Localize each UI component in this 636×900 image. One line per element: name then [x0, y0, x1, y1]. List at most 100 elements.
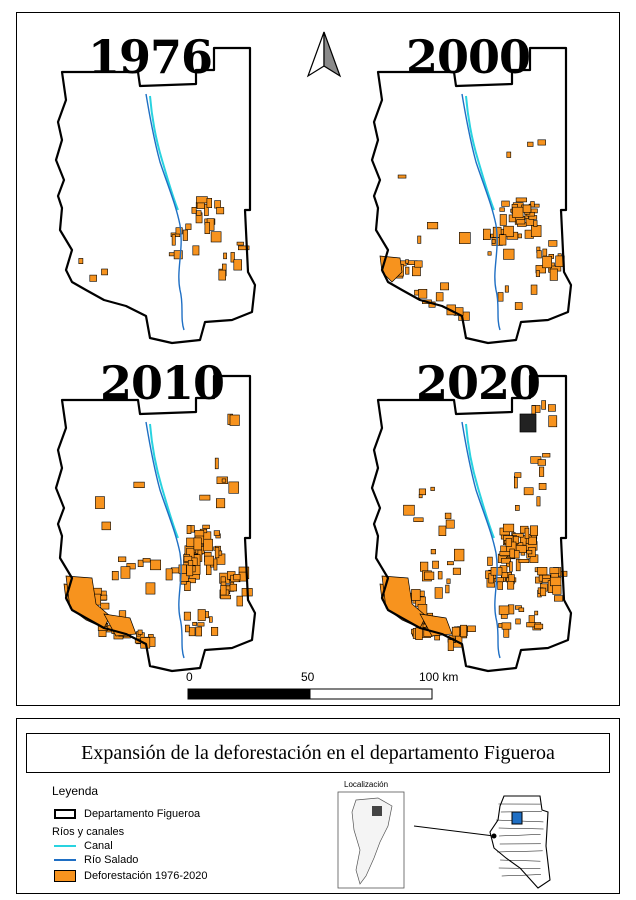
deforestation-patch — [424, 571, 435, 580]
deforestation-patch — [536, 250, 542, 259]
map-panel-2000 — [370, 46, 573, 345]
deforestation-patch — [524, 527, 530, 539]
deforestation-patch — [497, 292, 504, 302]
deforestation-patch — [542, 453, 551, 458]
deforestation-patch — [427, 222, 439, 230]
deforestation-patch — [518, 559, 530, 564]
deforestation-patch — [515, 505, 520, 511]
map-panel-2010 — [54, 374, 257, 673]
legend-heading: Leyenda — [52, 784, 99, 798]
year-label-2000: 2000 — [406, 30, 531, 84]
deforestation-patch — [548, 415, 558, 428]
deforestation-patch — [145, 582, 156, 595]
map-panel-2020 — [370, 374, 573, 673]
deforestation-patch — [491, 239, 496, 244]
deforestation-patch — [542, 248, 548, 257]
deforestation-patch — [540, 587, 547, 597]
legend-item-river: Río Salado — [54, 854, 138, 866]
location-label: Localización — [344, 780, 389, 789]
deforestation-patch — [216, 498, 226, 509]
deforestation-patch — [516, 219, 526, 225]
deforestation-patch — [538, 483, 547, 490]
deforestation-patch — [430, 549, 436, 555]
deforestation-patch — [536, 496, 541, 507]
deforestation-patch — [444, 512, 452, 520]
deforestation-patch — [419, 613, 453, 637]
legend-item-department: Departamento Figueroa — [54, 808, 200, 820]
deforestation-patch — [220, 585, 227, 596]
deforestation-patch — [548, 240, 558, 247]
deforestation-patch — [503, 248, 515, 260]
deforestation-patch — [185, 223, 192, 230]
deforestation-patch — [214, 547, 220, 559]
deforestation-patch — [100, 602, 110, 610]
deforestation-patch — [228, 481, 239, 494]
deforestation-patch — [534, 610, 539, 616]
legend-item-deforestation: Deforestación 1976-2020 — [54, 870, 208, 882]
deforestation-patch — [549, 268, 558, 281]
deforestation-patch — [142, 558, 151, 563]
deforestation-patch — [150, 559, 161, 571]
deforestation-patch — [498, 605, 510, 615]
deforestation-patch — [233, 574, 241, 581]
deforestation-patch — [548, 404, 556, 412]
deforestation-patch — [459, 232, 471, 244]
deforestation-patch — [175, 227, 183, 235]
deforestation-patch — [230, 252, 235, 263]
deforestation-patch — [534, 623, 544, 630]
deforestation-patch — [210, 231, 222, 243]
deforestation-patch — [523, 487, 534, 496]
deforestation-patch — [515, 558, 521, 572]
figueroa-highlight — [511, 811, 523, 825]
deforestation-patch — [467, 625, 476, 632]
deforestation-patch — [430, 486, 435, 491]
deforestation-patch — [526, 550, 533, 555]
deforestation-patch — [229, 414, 240, 426]
deforestation-patch — [494, 577, 504, 583]
deforestation-patch — [118, 556, 127, 562]
legend-label-department: Departamento Figueroa — [84, 808, 201, 820]
river-line — [145, 421, 185, 659]
deforestation-patch — [186, 525, 192, 534]
deforestation-patch — [411, 589, 421, 601]
deforestation-patch — [209, 616, 213, 623]
deforestation-patch — [487, 251, 492, 256]
legend-frame — [16, 718, 620, 894]
scale-label-50: 50 — [301, 670, 315, 684]
deforestation-patch — [515, 618, 521, 625]
deforestation-patch — [528, 536, 537, 545]
deforestation-patch — [515, 605, 522, 610]
argentina-shape — [351, 797, 393, 885]
location-leader-dot — [491, 833, 497, 839]
deforestation-patch — [454, 548, 465, 562]
legend-item-canal: Canal — [54, 840, 113, 852]
deforestation-patch — [541, 400, 547, 410]
deforestation-patch — [499, 207, 505, 212]
deforestation-patch — [514, 472, 522, 478]
deforestation-patch — [434, 587, 443, 599]
map-title: Expansión de la deforestación en el depa… — [81, 741, 555, 764]
department-border — [500, 859, 541, 862]
deforestation-patch — [533, 220, 538, 227]
deforestation-patch — [542, 256, 552, 269]
deforestation-patch — [503, 523, 515, 533]
deforestation-patch — [535, 265, 546, 274]
province-map — [489, 795, 551, 889]
deforestation-patch — [537, 459, 546, 466]
deforestation-patch — [211, 626, 219, 636]
deforestation-patch — [504, 285, 509, 293]
department-border — [501, 874, 541, 877]
deforestation-patch — [538, 574, 543, 582]
deforestation-patch — [188, 560, 194, 566]
deforestation-patch — [451, 626, 460, 637]
legend-group-rivers: Ríos y canales — [52, 826, 124, 838]
deforestation-patch — [111, 571, 119, 581]
department-outline — [370, 374, 573, 673]
deforestation-patch — [417, 235, 422, 244]
deforestation-patch — [483, 228, 491, 241]
deforestation-patch — [203, 538, 213, 552]
deforestation-patch — [505, 538, 512, 547]
deforestation-patch — [537, 139, 546, 146]
deforestation-patch — [530, 284, 538, 295]
